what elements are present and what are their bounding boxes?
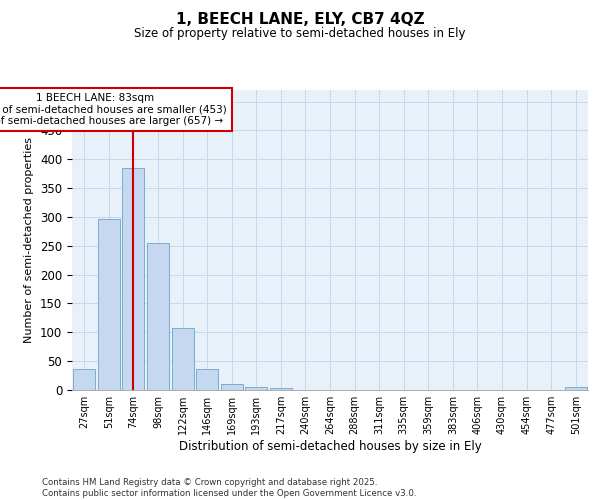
Bar xyxy=(73,369,95,390)
X-axis label: Distribution of semi-detached houses by size in Ely: Distribution of semi-detached houses by … xyxy=(179,440,481,453)
Text: Size of property relative to semi-detached houses in Ely: Size of property relative to semi-detach… xyxy=(134,28,466,40)
Bar xyxy=(172,328,194,390)
Bar xyxy=(147,244,169,390)
Text: 1 BEECH LANE: 83sqm
← 40% of semi-detached houses are smaller (453)
59% of semi-: 1 BEECH LANE: 83sqm ← 40% of semi-detach… xyxy=(0,93,227,126)
Bar xyxy=(221,384,243,390)
Bar xyxy=(196,369,218,390)
Y-axis label: Number of semi-detached properties: Number of semi-detached properties xyxy=(25,137,34,343)
Text: 1, BEECH LANE, ELY, CB7 4QZ: 1, BEECH LANE, ELY, CB7 4QZ xyxy=(176,12,424,28)
Bar xyxy=(565,387,587,390)
Bar xyxy=(98,219,120,390)
Bar xyxy=(122,168,145,390)
Bar xyxy=(245,386,268,390)
Bar xyxy=(270,388,292,390)
Text: Contains HM Land Registry data © Crown copyright and database right 2025.
Contai: Contains HM Land Registry data © Crown c… xyxy=(42,478,416,498)
